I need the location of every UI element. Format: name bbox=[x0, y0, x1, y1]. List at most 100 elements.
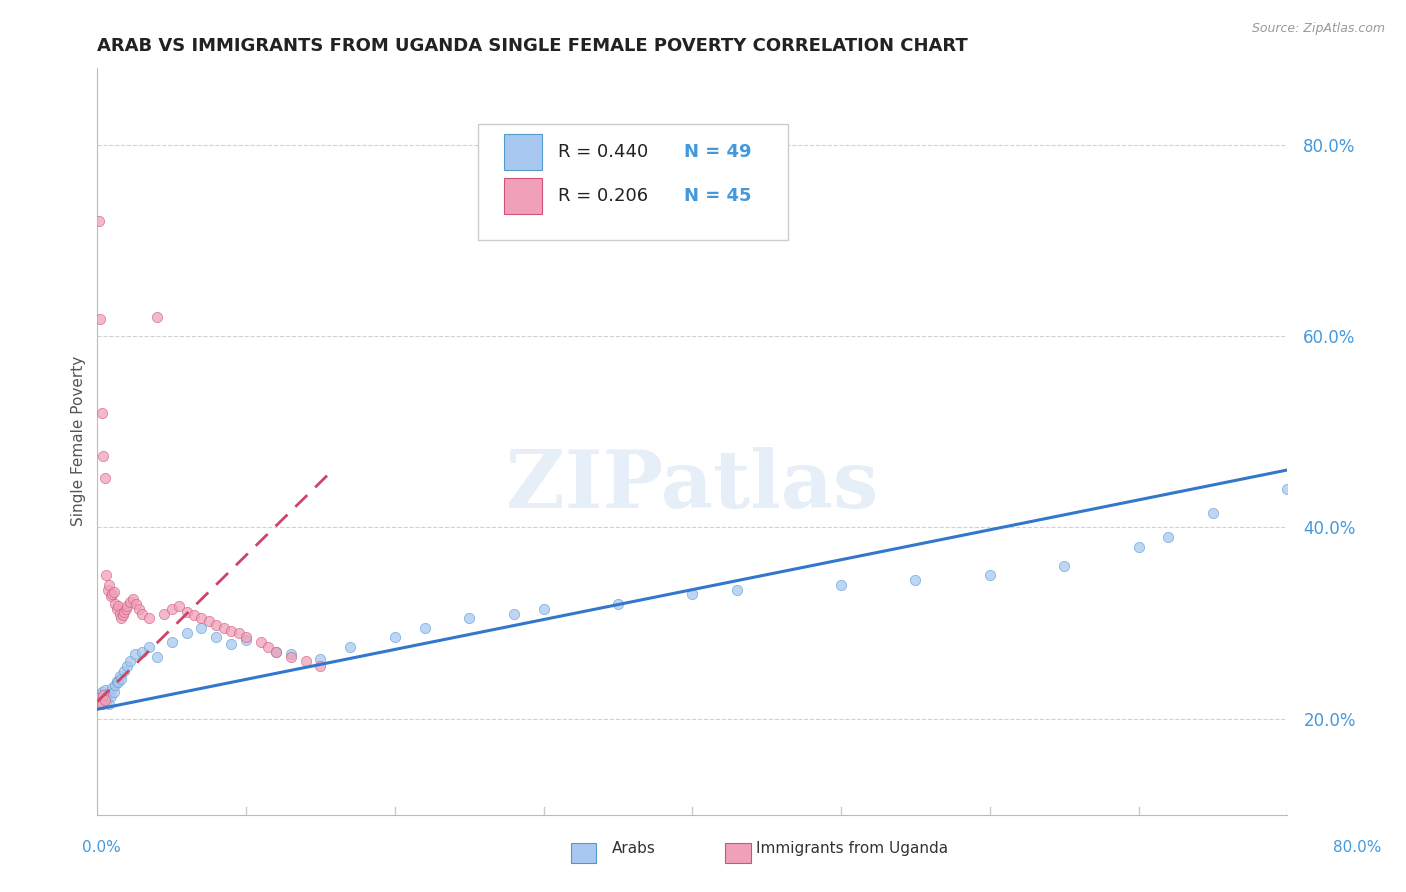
Point bbox=[108, 669, 131, 683]
FancyBboxPatch shape bbox=[725, 843, 751, 863]
Point bbox=[89, 311, 111, 326]
Point bbox=[115, 659, 138, 673]
Point bbox=[94, 470, 117, 484]
Point bbox=[219, 624, 242, 638]
Point bbox=[212, 621, 235, 635]
Point bbox=[89, 695, 111, 709]
Point bbox=[257, 640, 280, 654]
Point bbox=[1053, 558, 1076, 573]
Point bbox=[108, 607, 131, 621]
Point bbox=[979, 568, 1001, 582]
Point bbox=[87, 690, 110, 705]
Point bbox=[176, 605, 198, 619]
Text: N = 49: N = 49 bbox=[685, 143, 752, 161]
Point bbox=[96, 695, 118, 709]
Point bbox=[98, 578, 121, 592]
Text: Source: ZipAtlas.com: Source: ZipAtlas.com bbox=[1251, 22, 1385, 36]
Point bbox=[97, 582, 120, 597]
Point bbox=[97, 687, 120, 701]
Point bbox=[339, 640, 361, 654]
Text: Immigrants from Uganda: Immigrants from Uganda bbox=[756, 841, 949, 855]
Point bbox=[125, 597, 148, 611]
Point bbox=[138, 611, 160, 625]
Point bbox=[458, 611, 481, 625]
Point bbox=[122, 592, 145, 607]
Point bbox=[533, 601, 555, 615]
Point bbox=[681, 587, 703, 601]
Point bbox=[160, 601, 183, 615]
Text: N = 45: N = 45 bbox=[685, 187, 752, 205]
Point bbox=[309, 659, 332, 673]
FancyBboxPatch shape bbox=[478, 124, 787, 240]
Point bbox=[94, 692, 117, 706]
Point bbox=[146, 649, 169, 664]
Text: ZIPatlas: ZIPatlas bbox=[506, 447, 879, 525]
Point bbox=[120, 595, 142, 609]
Point bbox=[167, 599, 190, 613]
Point bbox=[91, 688, 114, 702]
Point bbox=[110, 611, 132, 625]
FancyBboxPatch shape bbox=[505, 178, 543, 214]
Point bbox=[830, 578, 852, 592]
Point bbox=[146, 310, 169, 324]
Point bbox=[228, 625, 250, 640]
Point bbox=[153, 607, 176, 621]
Point bbox=[219, 637, 242, 651]
Point bbox=[205, 631, 228, 645]
Point bbox=[89, 692, 111, 706]
Point bbox=[91, 690, 114, 705]
Point bbox=[90, 698, 112, 712]
Point bbox=[98, 698, 121, 712]
Point bbox=[124, 647, 146, 661]
Point bbox=[205, 618, 228, 632]
Point bbox=[87, 214, 110, 228]
Point bbox=[198, 614, 221, 628]
Point bbox=[120, 654, 142, 668]
Point bbox=[725, 582, 748, 597]
Point bbox=[96, 568, 118, 582]
Point bbox=[103, 685, 125, 699]
FancyBboxPatch shape bbox=[505, 134, 543, 169]
Point bbox=[128, 601, 150, 615]
Point bbox=[183, 608, 205, 623]
Point bbox=[280, 647, 302, 661]
Point bbox=[264, 645, 287, 659]
Point bbox=[1277, 482, 1299, 496]
Text: ARAB VS IMMIGRANTS FROM UGANDA SINGLE FEMALE POVERTY CORRELATION CHART: ARAB VS IMMIGRANTS FROM UGANDA SINGLE FE… bbox=[97, 37, 969, 55]
Point bbox=[160, 635, 183, 649]
Point bbox=[131, 607, 153, 621]
Point bbox=[250, 635, 273, 649]
Point bbox=[105, 673, 128, 688]
Point bbox=[607, 597, 630, 611]
Point bbox=[111, 608, 134, 623]
Text: 80.0%: 80.0% bbox=[1333, 840, 1381, 855]
Point bbox=[280, 649, 302, 664]
Point bbox=[107, 675, 129, 690]
Point bbox=[90, 685, 112, 699]
Point bbox=[90, 405, 112, 419]
Text: R = 0.440: R = 0.440 bbox=[558, 143, 648, 161]
Text: R = 0.206: R = 0.206 bbox=[558, 187, 648, 205]
Point bbox=[294, 654, 316, 668]
Point bbox=[112, 664, 135, 678]
Point bbox=[101, 681, 124, 696]
Point bbox=[115, 599, 138, 613]
Point bbox=[1128, 540, 1150, 554]
Point bbox=[94, 683, 117, 698]
Point bbox=[110, 672, 132, 686]
Point bbox=[904, 573, 927, 587]
Point bbox=[235, 633, 257, 648]
Point bbox=[91, 449, 114, 463]
Point bbox=[104, 597, 127, 611]
Point bbox=[114, 601, 136, 615]
Y-axis label: Single Female Poverty: Single Female Poverty bbox=[72, 356, 86, 526]
Text: Arabs: Arabs bbox=[612, 841, 655, 855]
Point bbox=[103, 585, 125, 599]
Point bbox=[309, 652, 332, 666]
Point bbox=[100, 689, 122, 703]
Text: 0.0%: 0.0% bbox=[82, 840, 121, 855]
Point bbox=[264, 645, 287, 659]
Point bbox=[105, 601, 128, 615]
Point bbox=[190, 611, 212, 625]
Point bbox=[1157, 530, 1180, 544]
